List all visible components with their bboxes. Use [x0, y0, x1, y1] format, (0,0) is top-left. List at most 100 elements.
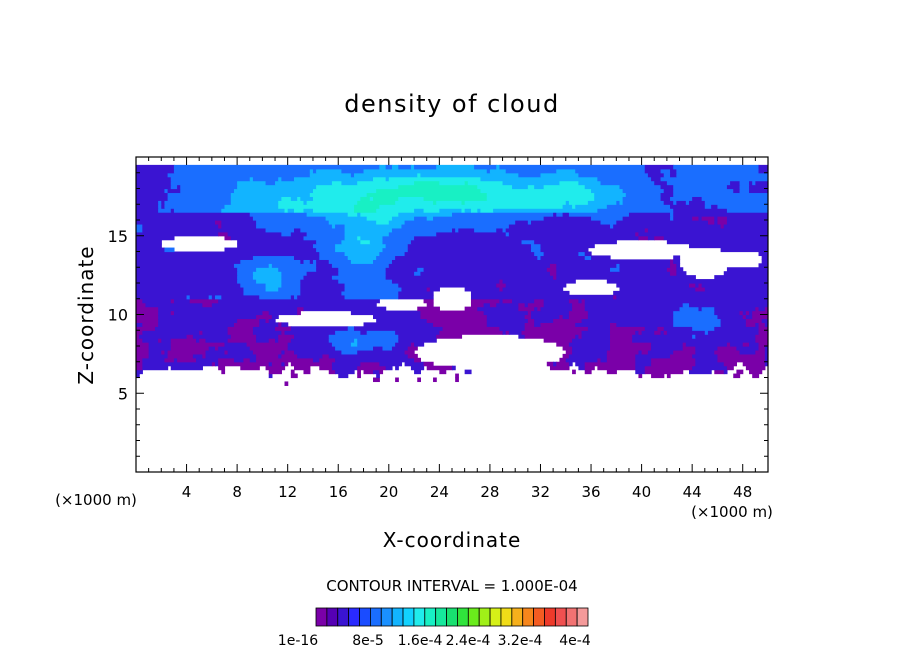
density-cell	[670, 168, 677, 174]
density-cell	[707, 330, 760, 335]
density-cell	[360, 235, 384, 241]
density-cell	[414, 369, 421, 375]
density-cell	[436, 200, 463, 205]
density-cell	[423, 361, 434, 367]
density-cell	[319, 251, 346, 257]
density-cell	[287, 346, 336, 351]
density-cell	[136, 369, 143, 375]
density-cell	[638, 235, 649, 241]
density-cell	[312, 243, 336, 249]
density-cell	[265, 227, 295, 233]
density-cell	[562, 212, 570, 217]
density-cell	[480, 208, 494, 213]
density-cell	[736, 369, 744, 375]
density-cell	[704, 204, 712, 209]
density-cell	[407, 247, 532, 253]
density-cell	[578, 180, 602, 186]
density-cell	[139, 334, 188, 339]
y-tick-label: 10	[108, 306, 128, 325]
density-cell	[331, 275, 387, 280]
density-cell	[344, 227, 393, 233]
density-cell	[237, 271, 254, 276]
density-cell	[439, 369, 447, 375]
density-cell	[644, 365, 693, 371]
density-cell	[265, 365, 286, 371]
density-cell	[597, 208, 674, 213]
density-cell	[335, 243, 387, 249]
density-cell	[347, 326, 355, 331]
density-cell	[167, 192, 232, 197]
density-cell	[173, 298, 191, 304]
density-cell	[136, 334, 140, 339]
density-cell	[265, 286, 279, 292]
density-cell	[641, 349, 649, 355]
density-cell	[584, 365, 595, 371]
density-cell	[167, 349, 207, 355]
density-cell	[534, 239, 617, 245]
density-cell	[414, 208, 425, 213]
density-cell	[136, 275, 238, 280]
density-cell	[616, 283, 690, 288]
density-cell	[758, 306, 766, 312]
density-cell	[562, 204, 573, 209]
density-cell	[170, 180, 238, 186]
density-cell	[284, 349, 295, 355]
density-cell	[714, 369, 725, 375]
density-cell	[660, 330, 665, 335]
colorbar-swatch	[511, 607, 524, 627]
density-cell	[502, 330, 507, 335]
density-cell	[654, 330, 662, 335]
density-cell	[578, 365, 586, 371]
density-cell	[136, 326, 156, 331]
density-cell	[145, 302, 203, 308]
density-cell	[610, 342, 652, 347]
colorbar	[315, 607, 589, 627]
density-cell	[720, 318, 747, 323]
density-cell	[357, 235, 361, 241]
density-cell	[717, 314, 744, 320]
x-tick-label: 48	[733, 483, 752, 501]
density-cell	[587, 200, 617, 205]
density-cell	[660, 192, 674, 197]
density-cell	[764, 361, 768, 367]
density-cell	[376, 188, 482, 194]
density-cell	[426, 216, 434, 221]
density-cell	[726, 342, 731, 347]
density-cell	[360, 212, 399, 217]
density-cell	[670, 204, 706, 209]
density-cell	[663, 326, 693, 331]
density-cell	[215, 346, 219, 351]
density-cell	[414, 271, 421, 276]
density-cell	[486, 322, 526, 327]
density-cell	[714, 349, 741, 355]
density-cell	[587, 314, 674, 320]
density-cell	[635, 365, 646, 371]
density-cell	[376, 373, 380, 379]
density-cell	[591, 255, 611, 260]
density-cell	[493, 208, 598, 213]
density-cell	[331, 361, 361, 367]
density-cell	[259, 294, 292, 300]
density-cell	[294, 255, 320, 260]
density-cell	[654, 235, 665, 241]
density-cell	[224, 204, 279, 209]
density-cell	[556, 168, 576, 174]
density-cell	[233, 357, 245, 363]
density-cell	[246, 342, 289, 347]
density-cell	[666, 373, 671, 379]
density-cell	[357, 338, 399, 343]
density-cell	[290, 369, 295, 375]
density-cell	[271, 263, 317, 268]
colorbar-swatch	[576, 607, 589, 627]
density-cell	[761, 318, 768, 323]
y-tick-label: 5	[118, 384, 128, 403]
density-cell	[619, 267, 668, 272]
density-cell	[591, 216, 624, 221]
density-cell	[303, 275, 333, 280]
density-cell	[341, 168, 365, 174]
density-cell	[294, 349, 342, 355]
density-cell	[391, 346, 409, 351]
density-cell	[600, 220, 617, 225]
density-cell	[407, 346, 418, 351]
density-cell	[243, 357, 251, 363]
